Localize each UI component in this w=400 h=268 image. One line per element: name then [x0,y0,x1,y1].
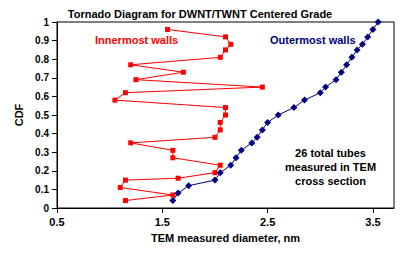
svg-text:0.9: 0.9 [35,35,49,46]
svg-text:0.2: 0.2 [35,165,49,176]
svg-text:1.5: 1.5 [155,216,170,228]
svg-text:1: 1 [43,17,49,28]
svg-text:Tornado Diagram for DWNT/TWNT: Tornado Diagram for DWNT/TWNT Centered G… [68,8,332,20]
svg-text:measured in TEM: measured in TEM [285,161,376,173]
svg-text:0.7: 0.7 [35,72,49,83]
svg-text:0.5: 0.5 [35,110,49,121]
svg-text:0: 0 [43,203,49,214]
svg-text:cross section: cross section [295,175,366,187]
svg-text:Innermost walls: Innermost walls [95,34,178,46]
svg-text:Outermost walls: Outermost walls [270,34,356,46]
svg-text:0.8: 0.8 [35,54,49,65]
svg-text:0.6: 0.6 [35,91,49,102]
svg-text:CDF: CDF [13,103,25,126]
svg-text:2.5: 2.5 [260,216,275,228]
svg-text:TEM measured diameter, nm: TEM measured diameter, nm [151,232,300,244]
svg-text:0.1: 0.1 [35,184,49,195]
svg-text:0.4: 0.4 [35,128,49,139]
svg-text:0.3: 0.3 [35,147,49,158]
svg-text:26 total tubes: 26 total tubes [295,147,366,159]
svg-text:0.5: 0.5 [49,216,64,228]
svg-text:3.5: 3.5 [365,216,380,228]
